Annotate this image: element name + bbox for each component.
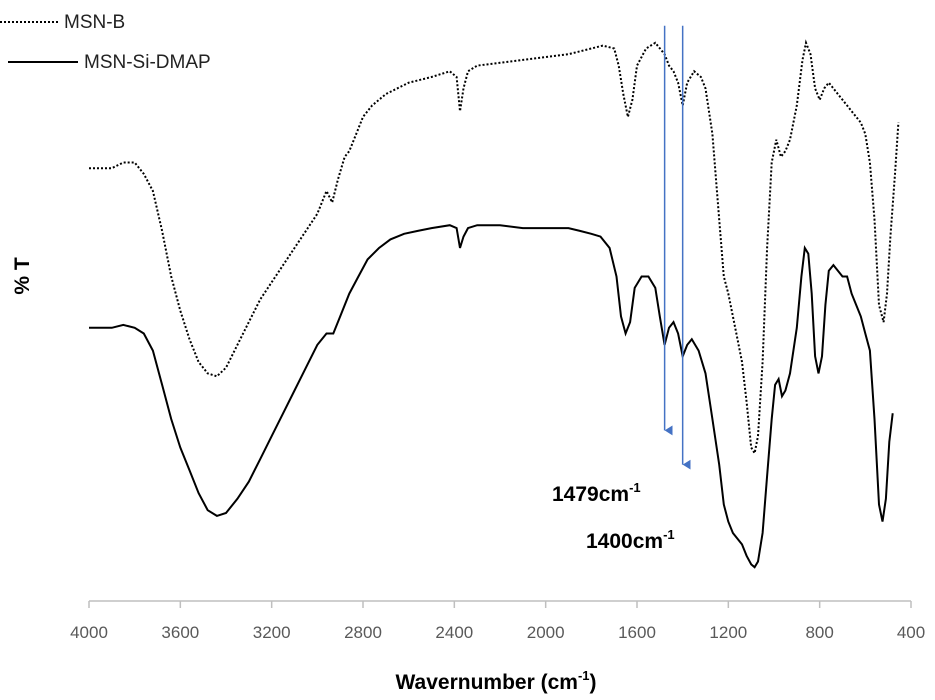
annotation-label-1479-main: 1479cm [552,483,629,506]
annotation-label-1400-sup: -1 [663,527,675,542]
annotation-label-1479-sup: -1 [629,480,641,495]
x-tick-label-3600: 3600 [161,623,199,642]
x-tick-label-800: 800 [805,623,833,642]
x-tick-label-2800: 2800 [344,623,382,642]
x-tick-label-3200: 3200 [253,623,291,642]
x-tick-label-1600: 1600 [618,623,656,642]
x-axis-title-tail: ) [590,671,597,694]
x-axis-title: Wavernumber (cm-1) [396,668,597,694]
x-axis-title-main: Wavernumber (cm [396,671,578,694]
series-line-msn-b [89,39,900,456]
series-line-msn-si-dmap [89,224,894,569]
legend: MSN-B MSN-Si-DMAP [0,12,211,73]
legend-label-msn-si-dmap: MSN-Si-DMAP [84,52,211,73]
x-tick-label-400: 400 [897,623,925,642]
x-tick-label-1200: 1200 [709,623,747,642]
x-tick-label-2000: 2000 [527,623,565,642]
x-tick-label-4000: 4000 [70,623,108,642]
annotation-label-1479: 1479cm-1 [552,480,641,506]
x-tick-label-2400: 2400 [435,623,473,642]
x-axis-ticks: 4000 3600 3200 2800 2400 2000 1600 1200 800 400 [70,601,925,642]
legend-label-msn-b: MSN-B [64,12,125,33]
y-axis-title: % T [11,257,34,295]
annotation-label-1400-main: 1400cm [586,530,663,553]
annotation-label-1400: 1400cm-1 [586,527,675,553]
x-axis-title-sup: -1 [578,668,590,683]
